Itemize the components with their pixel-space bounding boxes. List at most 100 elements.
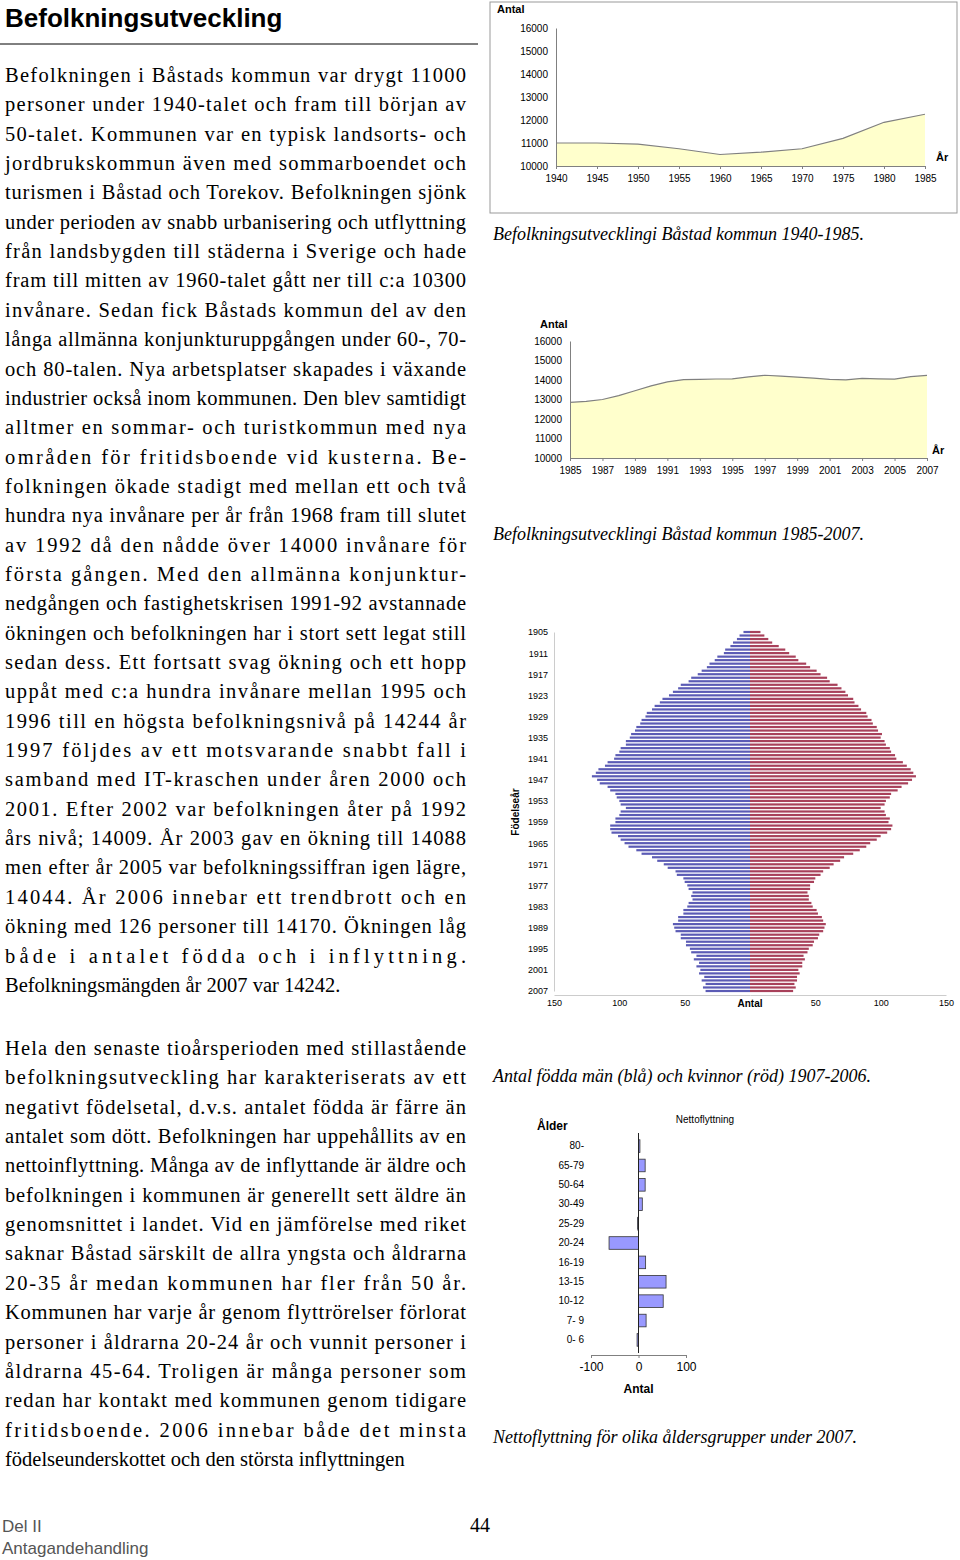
x-tick-mark (927, 458, 928, 461)
bar (619, 814, 750, 816)
bar (687, 884, 750, 886)
bar (619, 800, 750, 802)
bar (642, 719, 750, 721)
bar (610, 828, 750, 830)
bar (750, 867, 830, 869)
bar (750, 863, 834, 865)
bar (642, 853, 750, 855)
bar (608, 786, 750, 788)
y-tick: 12000 (534, 414, 570, 425)
bar (685, 881, 750, 883)
bar (750, 888, 810, 890)
bar (750, 955, 804, 957)
page: BefolkningsutvecklingBefolkningen i Båst… (0, 0, 960, 1560)
heading: Befolkningsutveckling (5, 3, 282, 33)
y-tick: 65-79 (558, 1160, 586, 1171)
x-tick: 1997 (754, 458, 777, 476)
bar (750, 976, 797, 978)
x-tick-label: 1950 (627, 173, 650, 184)
y-tick: 1935 (528, 733, 554, 743)
bar (750, 814, 886, 816)
bar (750, 663, 806, 665)
bar (750, 986, 796, 988)
bar (750, 701, 855, 703)
body-text-line: personer under 1940-talet och fram till … (5, 93, 467, 116)
plot-area (570, 375, 927, 458)
body-text-line: 20-35 år medan kommunen har fler från 50… (5, 1272, 466, 1294)
y-tick-label: 1977 (528, 881, 548, 891)
y-tick: 15000 (520, 46, 556, 57)
body-text-line: första gången. Med den allmänna konjunkt… (5, 563, 466, 586)
x-left-axis: 50100150 (547, 995, 751, 1008)
y-tick-label: 1953 (528, 796, 548, 806)
body-text-line: nettoinflyttning. Många av de inflyttand… (5, 1154, 466, 1177)
bar (750, 786, 902, 788)
bar (750, 941, 814, 943)
y-tick: 1983 (528, 902, 554, 912)
bar (750, 673, 821, 675)
bar (750, 951, 807, 953)
bar (750, 909, 817, 911)
bar (702, 670, 750, 672)
x-tick: 0 (636, 1355, 643, 1374)
body-text-line: 2001. Efter 2002 var befolkningen åter p… (5, 798, 466, 821)
body-text-line: jordbrukskommun även med sommarboendet o… (4, 152, 466, 175)
y-tick-label: 65-79 (558, 1160, 584, 1171)
x-axis: 1940194519501955196019651970197519801985 (545, 166, 937, 184)
y-tick-label: 10-12 (558, 1295, 584, 1306)
bar (750, 874, 821, 876)
bar (683, 909, 750, 911)
bar (709, 663, 750, 665)
bar (669, 694, 750, 696)
x-tick-mark (761, 166, 762, 169)
y-tick: 1953 (528, 796, 554, 806)
bar (743, 631, 750, 633)
bar (689, 902, 750, 904)
body-text-line: under perioden av snabb urbanisering och… (5, 211, 466, 234)
x-tick-mark (591, 1355, 592, 1358)
bar (600, 782, 750, 784)
body-text-line: långa allmänna konjunkturuppgången under… (5, 328, 466, 351)
bar (724, 652, 750, 654)
y-tick-label: 13000 (520, 92, 548, 103)
body-text-line: negativt födelsetal, d.v.s. antalet född… (5, 1096, 466, 1119)
body-text-line: genomsnittet i landet. Vid en jämförelse… (5, 1213, 466, 1236)
y-tick-label: 7- 9 (567, 1315, 585, 1326)
bar (696, 955, 750, 957)
bar (750, 740, 885, 742)
bar (750, 803, 885, 805)
body-text-line: befolkningsutveckling har karakteriserat… (5, 1066, 466, 1089)
bar (750, 923, 826, 925)
chart-frame (490, 2, 957, 213)
area-line (556, 114, 925, 154)
y-tick-label: 2001 (528, 965, 548, 975)
x-tick: 1955 (668, 166, 691, 184)
bar (750, 905, 813, 907)
y-tick-label: 0- 6 (567, 1334, 585, 1345)
bar (750, 891, 807, 893)
y-axis-line (554, 633, 555, 992)
x-axis-line (571, 459, 928, 462)
bar (652, 856, 750, 858)
bar (693, 891, 750, 893)
bar (621, 839, 750, 841)
x-tick-label: 1997 (754, 465, 777, 476)
figure-caption: Nettoflyttning för olika åldersgrupper u… (492, 1427, 857, 1447)
x-tick: 1980 (873, 166, 896, 184)
bar (750, 726, 877, 728)
y-tick-label: 1983 (528, 902, 548, 912)
bar (750, 937, 818, 939)
bar (750, 656, 796, 658)
x-tick-mark (732, 458, 733, 461)
population-pyramid: 1905191119171923192919351941194719531959… (510, 627, 954, 1009)
bar (677, 874, 750, 876)
x-tick-mark (639, 1355, 640, 1358)
bar (640, 722, 750, 724)
bar (750, 694, 848, 696)
bar (657, 860, 750, 862)
x-tick-label: 2005 (884, 465, 907, 476)
y-tick: 20-24 (558, 1237, 586, 1248)
x-tick: 1999 (787, 458, 810, 476)
body-text-line: industrier också inom kommunen. Den blev… (5, 387, 466, 410)
y-tick-label: 15000 (534, 355, 562, 366)
